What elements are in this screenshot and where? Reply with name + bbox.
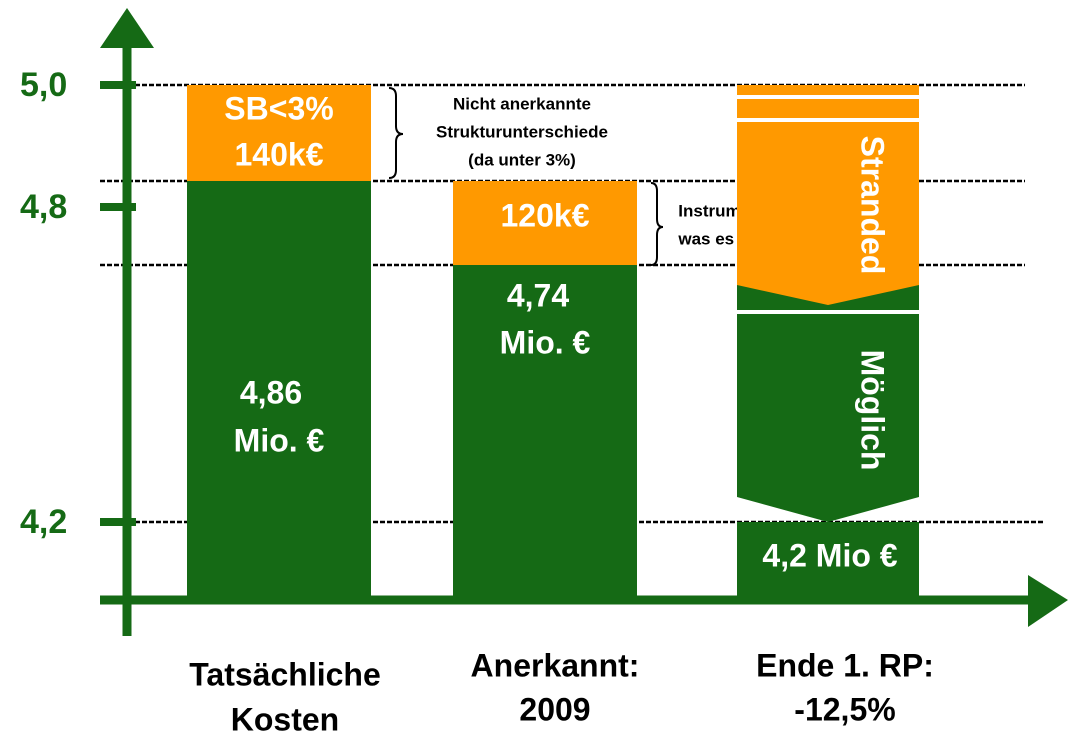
bar-segment xyxy=(187,85,371,181)
bar-label: 120k€ xyxy=(501,197,590,233)
bar-segment xyxy=(453,265,637,600)
caption: Ende 1. RP: xyxy=(756,647,934,683)
caption: -12,5% xyxy=(794,691,895,727)
caption: Tatsächliche xyxy=(189,656,380,692)
caption: 2009 xyxy=(519,691,590,727)
bar-segment xyxy=(453,181,637,265)
annotation-line: (da unter 3%) xyxy=(468,150,576,169)
brace xyxy=(388,87,404,179)
bar-base xyxy=(737,522,919,600)
stripe xyxy=(737,310,919,314)
stripe xyxy=(737,118,919,122)
bar-segment xyxy=(187,181,371,600)
bar-label: SB<3% xyxy=(224,90,333,126)
axis-arrow xyxy=(1028,575,1068,627)
brace xyxy=(650,182,664,266)
caption: Anerkannt: xyxy=(471,647,640,683)
caption: Kosten xyxy=(231,701,339,737)
tick-label: 4,8 xyxy=(20,188,67,226)
annotation-line: Nicht anerkannte xyxy=(453,94,591,113)
axis-arrow xyxy=(100,8,154,48)
upper-arrow xyxy=(737,85,919,305)
annotation-line: Strukturunterschiede xyxy=(436,122,608,141)
bar-label: 4,86 xyxy=(240,374,302,410)
bar-label: 4,2 Mio € xyxy=(762,537,897,573)
bar-label: 140k€ xyxy=(235,136,324,172)
stripe xyxy=(737,95,919,99)
tick-label: 5,0 xyxy=(20,66,67,104)
arrow-label: Möglich xyxy=(855,350,891,471)
arrow-label: Stranded xyxy=(855,136,891,275)
lower-arrow xyxy=(737,285,919,522)
bar-label: Mio. € xyxy=(234,422,325,458)
bar-label: 4,74 xyxy=(507,277,569,313)
bar-label: Mio. € xyxy=(500,324,591,360)
tick-label: 4,2 xyxy=(20,503,67,541)
